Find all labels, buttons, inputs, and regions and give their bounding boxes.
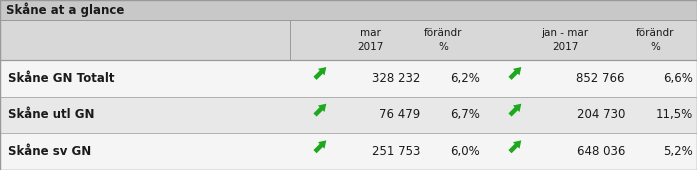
Text: förändr
%: förändr % xyxy=(636,28,674,52)
Text: Skåne at a glance: Skåne at a glance xyxy=(6,3,124,17)
Bar xyxy=(0,133,697,170)
Polygon shape xyxy=(508,140,521,153)
Polygon shape xyxy=(314,104,326,117)
Text: mar
2017: mar 2017 xyxy=(357,28,383,52)
Text: 11,5%: 11,5% xyxy=(656,108,693,122)
Text: Skåne GN Totalt: Skåne GN Totalt xyxy=(8,72,114,85)
Text: 328 232: 328 232 xyxy=(372,72,420,85)
Text: Skåne sv GN: Skåne sv GN xyxy=(8,145,91,158)
Bar xyxy=(0,20,697,60)
Text: 6,0%: 6,0% xyxy=(450,145,480,158)
Text: 6,6%: 6,6% xyxy=(663,72,693,85)
Text: 204 730: 204 730 xyxy=(576,108,625,122)
Text: 76 479: 76 479 xyxy=(378,108,420,122)
Text: 6,2%: 6,2% xyxy=(450,72,480,85)
Bar xyxy=(0,0,697,20)
Text: jan - mar
2017: jan - mar 2017 xyxy=(542,28,588,52)
Text: förändr
%: förändr % xyxy=(424,28,462,52)
Text: Skåne utl GN: Skåne utl GN xyxy=(8,108,95,122)
Polygon shape xyxy=(314,67,326,80)
Polygon shape xyxy=(314,140,326,153)
Bar xyxy=(0,60,697,97)
Text: 648 036: 648 036 xyxy=(576,145,625,158)
Text: 852 766: 852 766 xyxy=(576,72,625,85)
Polygon shape xyxy=(508,104,521,117)
Bar xyxy=(0,97,697,133)
Polygon shape xyxy=(508,67,521,80)
Text: 6,7%: 6,7% xyxy=(450,108,480,122)
Text: 251 753: 251 753 xyxy=(372,145,420,158)
Text: 5,2%: 5,2% xyxy=(664,145,693,158)
